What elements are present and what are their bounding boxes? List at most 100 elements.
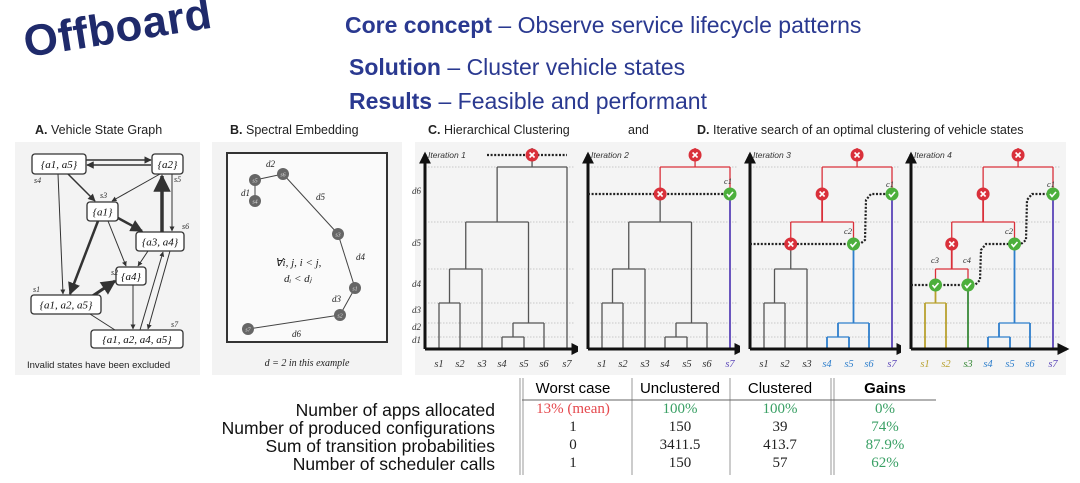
leaf-label: s3 (640, 359, 649, 370)
embedding-node-label: s1 (352, 287, 357, 293)
x-icon (528, 151, 536, 159)
x-icon (691, 151, 699, 159)
level-label: d4 (412, 279, 422, 289)
iteration-label: Iteration 1 (428, 150, 466, 160)
embedding-edge (337, 233, 356, 289)
leaf-label: s5 (682, 359, 691, 370)
distance-label: d5 (316, 192, 326, 202)
edge (57, 173, 66, 295)
edge (117, 216, 144, 233)
table-row-label: Number of apps allocated (295, 400, 495, 420)
leaf-label: s1 (597, 359, 606, 370)
table-cell: 1 (569, 419, 577, 435)
search-path (911, 192, 1053, 287)
search-path (750, 192, 892, 246)
leaf-label: s2 (618, 359, 628, 370)
panel-b-caption: d = 2 in this example (265, 358, 350, 369)
leaf-label: s1 (759, 359, 768, 370)
table-cell: 150 (668, 419, 692, 435)
accept-check-icon (961, 278, 975, 292)
edge (67, 173, 96, 202)
iteration-label: Iteration 2 (591, 150, 629, 160)
leaf-label: s4 (822, 359, 832, 370)
table-column-header: Worst case (535, 380, 611, 397)
vehicle-state-graph: {a1, a5}s4 {a2} s5 {a1} s3 {a3, a4}s6 {a4}s2 {a… (15, 142, 200, 375)
table-row-label: Sum of transition probabilities (265, 436, 495, 456)
headline-text: Observe service lifecycle patterns (517, 12, 862, 38)
x-icon (657, 190, 664, 198)
leaf-label: s2 (941, 359, 951, 370)
leaf-label: s2 (455, 359, 465, 370)
distance-label: d6 (292, 329, 302, 339)
embedding-condition-line-2: dᵢ < dⱼ (284, 273, 313, 285)
leaf-label: s4 (497, 359, 507, 370)
leaf-label: s7 (725, 359, 735, 370)
edge (139, 251, 165, 331)
state-id-label: s2 (111, 268, 118, 277)
embedding-condition-line-1: ∀i, j, i < j, (275, 257, 322, 269)
leaf-label: s4 (660, 359, 670, 370)
panel-a-caption: Invalid states have been excluded (27, 360, 170, 371)
table-row-label: Number of produced configurations (221, 418, 495, 438)
headline-text: Cluster vehicle states (466, 54, 686, 80)
spectral-embedding: s5 s6 s4 s3 s1 s2 s7 d1 d2 d3 d4 d5 d6 ∀i, j, i < j,… (212, 142, 402, 375)
distance-label: d1 (241, 188, 250, 198)
state-box (151, 153, 184, 175)
headline-text: Feasible and performant (457, 88, 707, 114)
state-box (135, 231, 185, 252)
headline-solution: Solution – Cluster vehicle states (349, 54, 685, 81)
headline-label: Results (349, 88, 433, 114)
iteration-label: Iteration 3 (753, 150, 791, 160)
table-cell: 57 (772, 455, 788, 471)
accept-check-icon (885, 187, 899, 201)
edge (107, 220, 127, 267)
panel-c-title: C. Hierarchical Clustering (428, 123, 570, 137)
accept-check-icon (723, 187, 737, 201)
check-icon (931, 282, 940, 289)
dendrogram-iteration-3: Iteration 3 s1 s2 s3 s4 s5 s6 s7 c1 c2 (740, 142, 909, 375)
headline-sep: – (440, 54, 467, 80)
table-cell: 413.7 (763, 437, 797, 453)
headline-core-concept: Core concept – Observe service lifecycle… (345, 12, 861, 39)
state-label: {a1} (93, 207, 113, 219)
table-cell: 74% (871, 419, 899, 435)
dendrogram-iteration-1: Iteration 1 s1 s2 s3 s4 s5 s6 s7 d1 d2 d3 d4 d5 d6 (412, 142, 584, 375)
embedding-node (349, 282, 361, 294)
leaf-label: s3 (963, 359, 972, 370)
edge (137, 250, 149, 267)
state-id-label: s5 (174, 175, 181, 184)
distance-label: d2 (266, 159, 276, 169)
headline-results: Results – Feasible and performant (349, 88, 707, 115)
embedding-node (332, 228, 344, 240)
embedding-node-label: s7 (245, 328, 251, 334)
distance-label: d3 (332, 294, 342, 304)
level-label: d1 (412, 335, 421, 345)
table-cell: 0% (875, 401, 895, 417)
check-icon (726, 191, 734, 198)
leaf-label: s5 (844, 359, 853, 370)
table-column-header: Clustered (747, 380, 813, 397)
table-cell: 1 (569, 455, 577, 471)
accept-check-icon (847, 237, 860, 251)
leaf-label: s2 (780, 359, 790, 370)
embedding-node (249, 195, 261, 207)
x-icon (980, 190, 987, 198)
embedding-node (242, 323, 254, 335)
leaf-label: s5 (1005, 359, 1014, 370)
panel-d-title: D. Iterative search of an optimal cluste… (697, 123, 1024, 137)
table-row-label: Number of scheduler calls (292, 454, 495, 474)
check-icon (849, 241, 858, 248)
results-table-rules (519, 378, 936, 475)
x-icon (853, 151, 861, 159)
state-label: {a2} (158, 159, 178, 171)
cluster-label: c1 (1047, 179, 1055, 189)
x-icon (787, 240, 794, 248)
cluster-label: c1 (886, 179, 894, 189)
state-box (115, 266, 147, 286)
leaf-label: s5 (519, 359, 528, 370)
embedding-node-label: s2 (337, 314, 342, 320)
check-icon (1010, 241, 1019, 248)
leaf-label: s6 (539, 359, 549, 370)
embedding-node-label: s6 (280, 173, 285, 179)
table-cell: 62% (871, 455, 899, 471)
